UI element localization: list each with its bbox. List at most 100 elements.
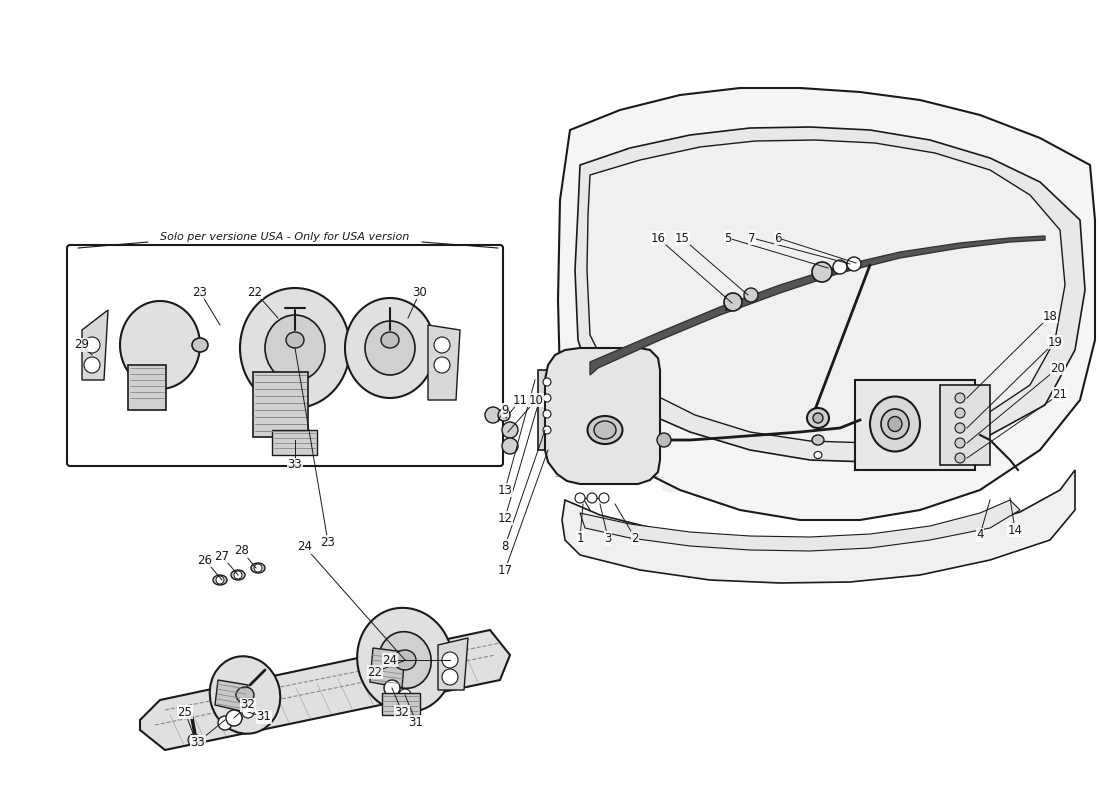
Ellipse shape: [888, 417, 902, 431]
Ellipse shape: [236, 687, 254, 703]
Circle shape: [502, 438, 518, 454]
Circle shape: [188, 734, 200, 746]
Ellipse shape: [192, 338, 208, 352]
Bar: [272, 430, 317, 455]
Text: 29: 29: [75, 338, 89, 351]
Ellipse shape: [231, 570, 245, 580]
Text: 5: 5: [724, 231, 732, 245]
Ellipse shape: [345, 298, 434, 398]
Circle shape: [232, 713, 242, 723]
Bar: [128, 365, 166, 410]
Polygon shape: [580, 500, 1020, 551]
Text: 24: 24: [297, 541, 312, 554]
Circle shape: [575, 493, 585, 503]
Polygon shape: [214, 680, 248, 712]
Circle shape: [955, 423, 965, 433]
Text: 22: 22: [367, 666, 383, 678]
Text: 31: 31: [408, 715, 424, 729]
Polygon shape: [82, 310, 108, 380]
Ellipse shape: [378, 632, 431, 688]
Bar: [382, 693, 420, 715]
Circle shape: [399, 689, 411, 701]
Circle shape: [600, 493, 609, 503]
Ellipse shape: [394, 650, 416, 670]
Text: 32: 32: [395, 706, 409, 718]
Text: eurospares: eurospares: [659, 459, 922, 501]
Ellipse shape: [120, 301, 200, 389]
Ellipse shape: [812, 435, 824, 445]
Polygon shape: [438, 638, 468, 690]
Text: 24: 24: [383, 654, 397, 666]
Circle shape: [657, 433, 671, 447]
Circle shape: [955, 393, 965, 403]
Text: eurospares: eurospares: [154, 295, 346, 325]
Circle shape: [543, 426, 551, 434]
Ellipse shape: [358, 608, 453, 712]
Circle shape: [724, 293, 743, 311]
Ellipse shape: [240, 288, 350, 408]
Circle shape: [847, 257, 861, 271]
Polygon shape: [558, 88, 1094, 520]
Circle shape: [485, 407, 501, 423]
Circle shape: [384, 680, 400, 696]
Text: 9: 9: [502, 403, 508, 417]
Text: 1: 1: [576, 531, 584, 545]
Ellipse shape: [213, 575, 227, 585]
Text: 2: 2: [631, 531, 639, 545]
Circle shape: [84, 357, 100, 373]
Polygon shape: [575, 127, 1085, 462]
Ellipse shape: [210, 656, 280, 734]
Text: 8: 8: [502, 539, 508, 553]
Circle shape: [234, 571, 242, 579]
Ellipse shape: [813, 413, 823, 423]
Ellipse shape: [265, 315, 324, 381]
Text: 26: 26: [198, 554, 212, 566]
Circle shape: [218, 716, 232, 730]
Text: 4: 4: [977, 529, 983, 542]
FancyBboxPatch shape: [67, 245, 503, 466]
Ellipse shape: [251, 563, 265, 573]
Text: 23: 23: [320, 535, 336, 549]
Circle shape: [812, 262, 832, 282]
Ellipse shape: [881, 409, 909, 439]
Polygon shape: [544, 348, 660, 484]
Circle shape: [833, 260, 847, 274]
Text: 11: 11: [513, 394, 528, 406]
Circle shape: [254, 564, 262, 572]
Text: 25: 25: [177, 706, 192, 718]
Text: 31: 31: [256, 710, 272, 723]
Text: 14: 14: [1008, 523, 1023, 537]
Text: 13: 13: [497, 483, 513, 497]
Circle shape: [955, 453, 965, 463]
Bar: [538, 370, 556, 450]
Circle shape: [744, 288, 758, 302]
Circle shape: [955, 408, 965, 418]
Circle shape: [242, 706, 254, 718]
Text: 30: 30: [412, 286, 428, 298]
Text: 7: 7: [748, 231, 756, 245]
Polygon shape: [140, 630, 510, 750]
Ellipse shape: [807, 408, 829, 428]
Text: 32: 32: [241, 698, 255, 711]
Text: 15: 15: [674, 231, 690, 245]
Text: 6: 6: [774, 231, 782, 245]
Text: 19: 19: [1047, 335, 1063, 349]
Polygon shape: [590, 236, 1045, 375]
Text: 28: 28: [234, 545, 250, 558]
Circle shape: [442, 652, 458, 668]
Text: 21: 21: [1053, 387, 1067, 401]
Ellipse shape: [594, 421, 616, 439]
Circle shape: [955, 438, 965, 448]
Bar: [253, 372, 308, 437]
Circle shape: [543, 394, 551, 402]
Text: 18: 18: [1043, 310, 1057, 322]
Ellipse shape: [870, 397, 920, 451]
Text: 27: 27: [214, 550, 230, 562]
Text: 22: 22: [248, 286, 263, 298]
Circle shape: [587, 493, 597, 503]
Circle shape: [498, 409, 510, 421]
Bar: [855, 380, 975, 470]
Text: 10: 10: [529, 394, 543, 406]
Text: 20: 20: [1050, 362, 1066, 374]
Polygon shape: [428, 325, 460, 400]
